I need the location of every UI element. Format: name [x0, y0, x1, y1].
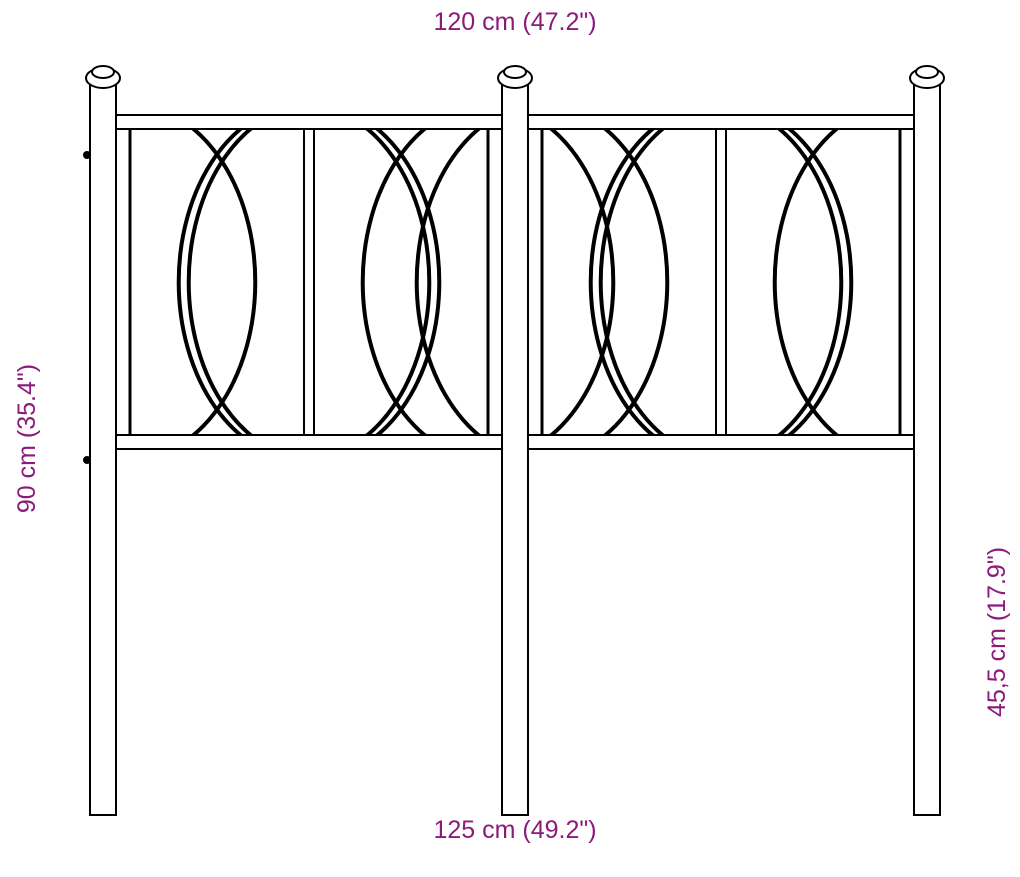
dimension-top-label: 120 cm (47.2") — [433, 8, 596, 36]
dimension-right-label: 45,5 cm (17.9") — [983, 547, 1011, 717]
dimension-left-label: 90 cm (35.4") — [13, 364, 41, 513]
dimension-bottom-label: 125 cm (49.2") — [433, 816, 596, 844]
